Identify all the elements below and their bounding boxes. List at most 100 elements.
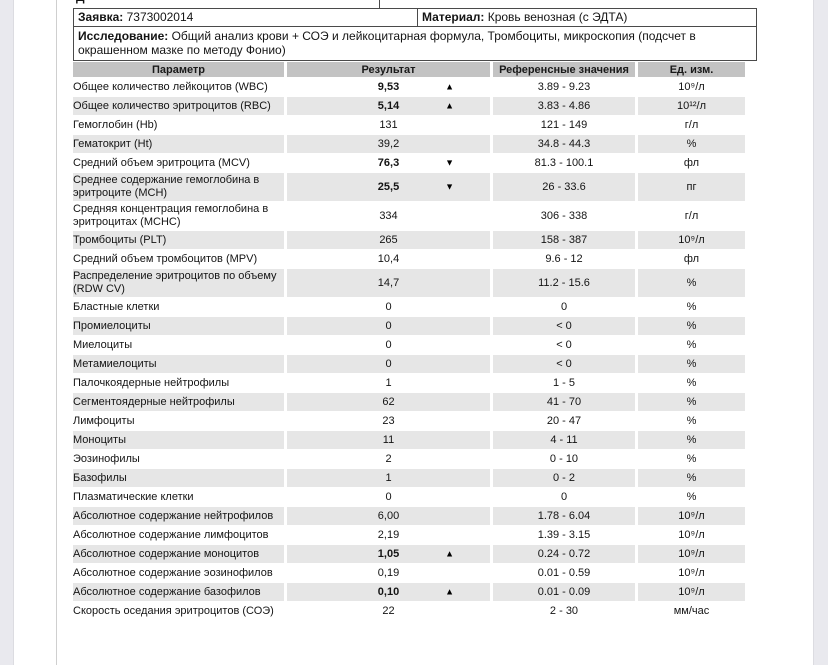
result-cell: 23: [287, 412, 490, 430]
unit: 10⁹/л: [638, 545, 745, 563]
result-cell: 10,4: [287, 250, 490, 268]
table-row: Скорость оседания эритроцитов (СОЭ) 22 2 -…: [73, 602, 745, 620]
result-value: 265: [379, 233, 398, 246]
param-name: Абсолютное содержание лимфоцитов: [73, 526, 284, 544]
table-row: Средний объем тромбоцитов (MPV) 10,4 9.6 -…: [73, 250, 745, 268]
result-value: 2,19: [377, 528, 400, 541]
param-name: Гемоглобин (Hb): [73, 116, 284, 134]
table-row: Миелоциты 0 < 0%: [73, 336, 745, 354]
result-cell: 9,53 ▲: [287, 78, 490, 96]
unit: %: [638, 336, 745, 354]
result-value: 76,3: [377, 156, 400, 169]
unit: %: [638, 488, 745, 506]
unit: %: [638, 431, 745, 449]
ref-range: 34.8 - 44.3: [493, 135, 635, 153]
table-row: Промиелоциты 0 < 0%: [73, 317, 745, 335]
unit: 10¹²/л: [638, 97, 745, 115]
table-row: Абсолютное содержание лимфоцитов 2,19 1.39…: [73, 526, 745, 544]
study-row: Исследование: Общий анализ крови + СОЭ и…: [73, 27, 757, 61]
result-cell: 265: [287, 231, 490, 249]
ref-range: 0.01 - 0.59: [493, 564, 635, 582]
ref-range: 0: [493, 298, 635, 316]
param-name: Средний объем тромбоцитов (MPV): [73, 250, 284, 268]
material-label: Материал:: [422, 10, 485, 24]
result-cell: 1: [287, 469, 490, 487]
unit: %: [638, 135, 745, 153]
unit: пг: [638, 173, 745, 201]
ref-range: < 0: [493, 317, 635, 335]
result-value: 14,7: [377, 276, 400, 289]
result-cell: 1,05 ▲: [287, 545, 490, 563]
result-value: 0: [385, 357, 392, 370]
table-row: Среднее содержание гемоглобина в эритроц…: [73, 173, 745, 201]
param-name: Средний объем эритроцита (MCV): [73, 154, 284, 172]
result-cell: 0: [287, 488, 490, 506]
result-value: 1: [385, 471, 392, 484]
table-row: Средняя концентрация гемоглобина в эритр…: [73, 202, 745, 230]
result-value: 6,00: [377, 509, 400, 522]
table-row: Тромбоциты (PLT) 265 158 - 387 10⁹/л: [73, 231, 745, 249]
unit: 10⁹/л: [638, 526, 745, 544]
ref-range: 11.2 - 15.6: [493, 269, 635, 297]
table-row: Лимфоциты 23 20 - 47%: [73, 412, 745, 430]
ref-range: < 0: [493, 336, 635, 354]
result-value: 10,4: [377, 252, 400, 265]
col-header-units: Ед. изм.: [638, 62, 745, 77]
param-name: Тромбоциты (PLT): [73, 231, 284, 249]
ref-range: < 0: [493, 355, 635, 373]
result-value: 0: [385, 338, 392, 351]
arrow-up-icon: ▲: [445, 548, 454, 559]
ref-range: 41 - 70: [493, 393, 635, 411]
study-cell: Исследование: Общий анализ крови + СОЭ и…: [74, 27, 756, 60]
ref-range: 81.3 - 100.1: [493, 154, 635, 172]
result-cell: 62: [287, 393, 490, 411]
param-name: Абсолютное содержание эозинофилов: [73, 564, 284, 582]
arrow-up-icon: ▲: [445, 100, 454, 111]
result-value: 39,2: [377, 137, 400, 150]
result-cell: 2,19: [287, 526, 490, 544]
col-header-result: Результат: [287, 62, 490, 77]
unit: %: [638, 298, 745, 316]
param-name: Метамиелоциты: [73, 355, 284, 373]
unit: фл: [638, 154, 745, 172]
unit: %: [638, 469, 745, 487]
request-material-row: Заявка: 7373002014 Материал: Кровь веноз…: [73, 9, 757, 27]
table-header-row: Параметр Результат Референсные значения …: [73, 62, 745, 77]
unit: %: [638, 450, 745, 468]
unit: 10⁹/л: [638, 78, 745, 96]
result-cell: 0: [287, 317, 490, 335]
result-cell: 14,7: [287, 269, 490, 297]
unit: %: [638, 355, 745, 373]
ref-range: 9.6 - 12: [493, 250, 635, 268]
ref-range: 1 - 5: [493, 374, 635, 392]
param-name: Промиелоциты: [73, 317, 284, 335]
unit: 10⁹/л: [638, 583, 745, 601]
result-value: 0,19: [377, 566, 400, 579]
table-row: Распределение эритроцитов по объему (RDW…: [73, 269, 745, 297]
result-value: 334: [379, 209, 398, 222]
result-value: 22: [382, 604, 395, 617]
unit: 10⁹/л: [638, 231, 745, 249]
unit: %: [638, 317, 745, 335]
ref-range: 1.39 - 3.15: [493, 526, 635, 544]
param-name: Сегментоядерные нейтрофилы: [73, 393, 284, 411]
param-name: Абсолютное содержание базофилов: [73, 583, 284, 601]
table-row: Общее количество эритроцитов (RBC) 5,14 ▲ 3…: [73, 97, 745, 115]
report-content: Д Заявка: 7373002014 Материал: Кровь вен…: [73, 0, 757, 621]
param-name: Лимфоциты: [73, 412, 284, 430]
param-name: Абсолютное содержание моноцитов: [73, 545, 284, 563]
table-row: Абсолютное содержание моноцитов 1,05 ▲ 0.24…: [73, 545, 745, 563]
study-value: Общий анализ крови + СОЭ и лейкоцитарная…: [78, 29, 696, 57]
ref-range: 26 - 33.6: [493, 173, 635, 201]
report-page: Д Заявка: 7373002014 Материал: Кровь вен…: [13, 0, 814, 665]
result-value: 0,10: [377, 585, 400, 598]
result-cell: 0: [287, 336, 490, 354]
result-value: 0: [385, 490, 392, 503]
table-row: Абсолютное содержание эозинофилов 0,19 0.0…: [73, 564, 745, 582]
result-cell: 39,2: [287, 135, 490, 153]
result-cell: 0,19: [287, 564, 490, 582]
unit: мм/час: [638, 602, 745, 620]
ref-range: 0.01 - 0.09: [493, 583, 635, 601]
ref-range: 2 - 30: [493, 602, 635, 620]
